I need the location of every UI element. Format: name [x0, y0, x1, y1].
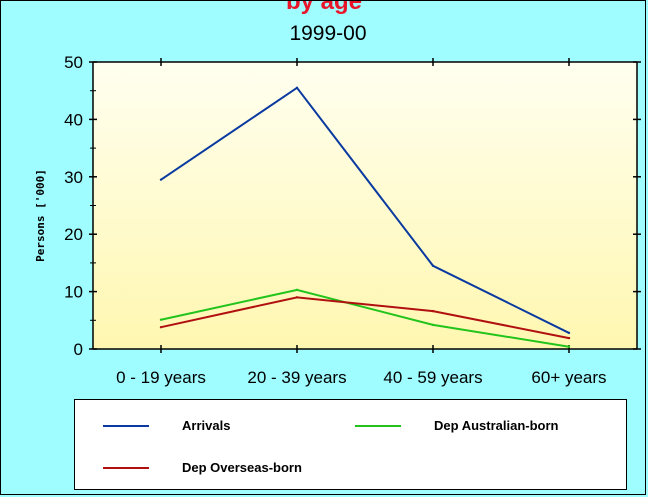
data-point-arrivals — [159, 178, 163, 181]
data-point-dep-overseas-born — [295, 296, 299, 299]
y-tick-labels: 0 10 20 30 40 50 — [64, 53, 83, 359]
data-point-dep-australian-born — [431, 323, 435, 327]
y-tick-label: 30 — [64, 168, 83, 187]
y-tick-label: 10 — [64, 283, 83, 302]
legend: Arrivals Dep Australian-born Dep Oversea… — [74, 399, 627, 490]
legend-item-dep-overseas-born: Dep Overseas-born — [103, 460, 302, 475]
series-lines — [159, 86, 571, 348]
legend-swatch-dep-overseas-born — [103, 466, 149, 469]
y-tick-label: 50 — [64, 53, 83, 72]
legend-swatch-arrivals — [103, 424, 149, 427]
data-point-dep-australian-born — [159, 318, 163, 321]
legend-item-arrivals: Arrivals — [103, 418, 230, 433]
y-tick-label: 0 — [74, 340, 83, 359]
series-line-arrivals — [160, 86, 570, 334]
data-point-arrivals — [431, 264, 435, 267]
y-tick-label: 20 — [64, 225, 83, 244]
chart-title: by age — [286, 1, 362, 15]
data-point-arrivals — [295, 86, 299, 90]
plot-area — [93, 62, 637, 349]
data-point-dep-overseas-born — [159, 325, 163, 329]
x-tick-label: 0 - 19 years — [116, 368, 206, 387]
x-tick-label: 40 - 59 years — [383, 368, 482, 387]
x-tick-labels: 0 - 19 years 20 - 39 years 40 - 59 years 60… — [116, 368, 606, 387]
data-point-dep-australian-born — [567, 345, 571, 348]
legend-label-dep-overseas-born: Dep Overseas-born — [182, 460, 302, 475]
legend-item-dep-australian-born: Dep Australian-born — [355, 418, 558, 433]
series-line-dep-australian-born — [160, 288, 570, 348]
y-tick-label: 40 — [64, 110, 83, 129]
legend-label-dep-australian-born: Dep Australian-born — [434, 418, 559, 433]
x-tick-label: 60+ years — [531, 368, 606, 387]
axes — [89, 58, 641, 353]
legend-label-arrivals: Arrivals — [182, 418, 231, 433]
data-point-dep-overseas-born — [567, 336, 571, 340]
series-line-dep-overseas-born — [160, 296, 570, 340]
y-axis-label: Persons ['000] — [34, 169, 47, 262]
legend-swatch-dep-australian-born — [355, 424, 401, 427]
data-point-dep-overseas-born — [431, 309, 435, 313]
chart-subtitle: 1999-00 — [289, 22, 366, 45]
data-point-arrivals — [567, 331, 571, 335]
data-point-dep-australian-born — [295, 288, 299, 292]
x-tick-label: 20 - 39 years — [247, 368, 346, 387]
